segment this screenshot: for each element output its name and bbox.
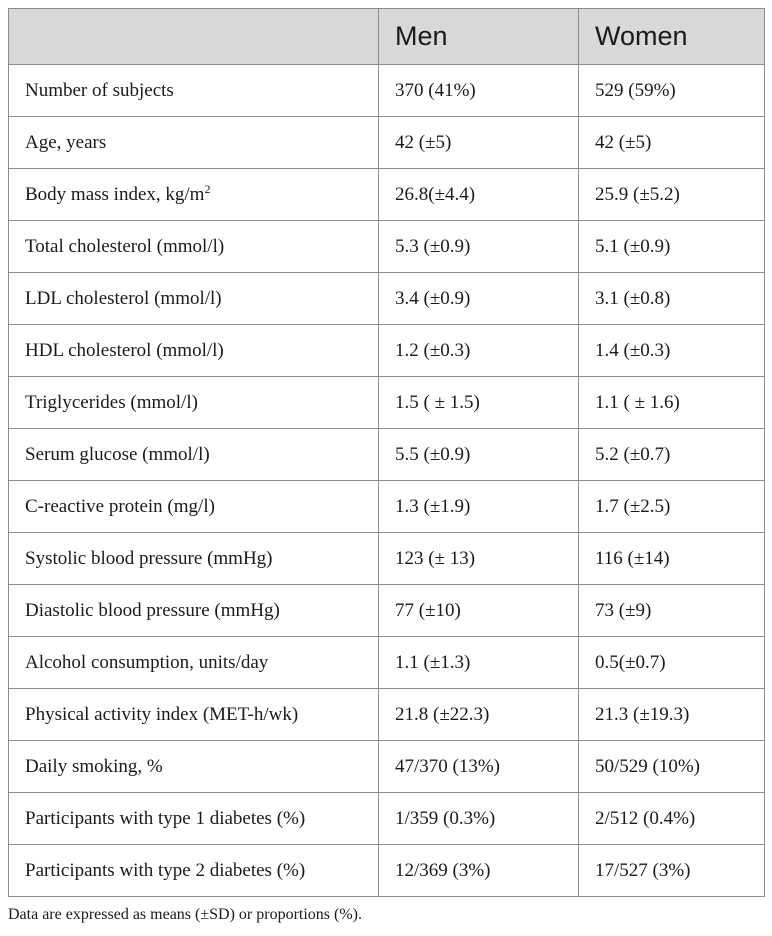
row-label-cell: Diastolic blood pressure (mmHg) — [8, 584, 379, 637]
row-label: LDL cholesterol (mmol/l) — [25, 287, 222, 309]
table-row: Body mass index, kg/m2 26.8(±4.4) 25.9 (±5… — [8, 168, 765, 221]
women-value-cell: 73 (±9) — [578, 584, 765, 637]
row-label-cell: C-reactive protein (mg/l) — [8, 480, 379, 533]
row-label: HDL cholesterol (mmol/l) — [25, 339, 224, 361]
row-label: Participants with type 1 diabetes (%) — [25, 807, 306, 829]
men-value-cell: 5.3 (±0.9) — [378, 220, 579, 273]
header-cell-men: Men — [378, 8, 579, 65]
men-value-cell: 77 (±10) — [378, 584, 579, 637]
men-value-cell: 3.4 (±0.9) — [378, 272, 579, 325]
table-row: Total cholesterol (mmol/l) 5.3 (±0.9) 5.1 … — [8, 220, 765, 273]
men-value-cell: 12/369 (3%) — [378, 844, 579, 897]
table-row: HDL cholesterol (mmol/l) 1.2 (±0.3) 1.4 (±… — [8, 324, 765, 377]
header-cell-empty — [8, 8, 379, 65]
row-label-cell: Alcohol consumption, units/day — [8, 636, 379, 689]
table-row: Participants with type 1 diabetes (%) 1/3… — [8, 792, 765, 845]
women-value-cell: 0.5(±0.7) — [578, 636, 765, 689]
row-label: Diastolic blood pressure (mmHg) — [25, 599, 280, 621]
row-label: Triglycerides (mmol/l) — [25, 391, 198, 413]
table-body: Number of subjects 370 (41%) 529 (59%) Age,… — [8, 64, 765, 897]
table-footnote: Data are expressed as means (±SD) or pro… — [8, 906, 362, 923]
row-label: Number of subjects — [25, 79, 174, 101]
row-label-cell: Physical activity index (MET-h/wk) — [8, 688, 379, 741]
women-value-cell: 5.2 (±0.7) — [578, 428, 765, 481]
row-label-cell: Daily smoking, % — [8, 740, 379, 793]
row-label-cell: LDL cholesterol (mmol/l) — [8, 272, 379, 325]
row-label: Daily smoking, % — [25, 755, 163, 777]
row-label-cell: Number of subjects — [8, 64, 379, 117]
row-label-cell: Total cholesterol (mmol/l) — [8, 220, 379, 273]
table-row: Participants with type 2 diabetes (%) 12/… — [8, 844, 765, 897]
baseline-characteristics-table-wrapper: Men Women Number of subjects 370 (41%) 529… — [8, 8, 765, 897]
women-value-cell: 50/529 (10%) — [578, 740, 765, 793]
row-label: C-reactive protein (mg/l) — [25, 495, 215, 517]
men-value-cell: 123 (± 13) — [378, 532, 579, 585]
header-row: Men Women — [8, 8, 765, 65]
row-label-cell: Participants with type 1 diabetes (%) — [8, 792, 379, 845]
row-label: Physical activity index (MET-h/wk) — [25, 703, 299, 725]
men-value-cell: 1.2 (±0.3) — [378, 324, 579, 377]
men-value-cell: 370 (41%) — [378, 64, 579, 117]
row-label-cell: Body mass index, kg/m2 — [8, 168, 379, 221]
women-value-cell: 1.7 (±2.5) — [578, 480, 765, 533]
women-value-cell: 21.3 (±19.3) — [578, 688, 765, 741]
row-label-cell: Systolic blood pressure (mmHg) — [8, 532, 379, 585]
row-label: Age, years — [25, 131, 107, 153]
table-row: LDL cholesterol (mmol/l) 3.4 (±0.9) 3.1 (±… — [8, 272, 765, 325]
men-value-cell: 1.1 (±1.3) — [378, 636, 579, 689]
men-value-cell: 1.5 ( ± 1.5) — [378, 376, 579, 429]
men-value-cell: 1/359 (0.3%) — [378, 792, 579, 845]
row-label-cell: Participants with type 2 diabetes (%) — [8, 844, 379, 897]
row-label-cell: HDL cholesterol (mmol/l) — [8, 324, 379, 377]
table-row: Systolic blood pressure (mmHg) 123 (± 13)… — [8, 532, 765, 585]
women-value-cell: 25.9 (±5.2) — [578, 168, 765, 221]
table-row: Triglycerides (mmol/l) 1.5 ( ± 1.5) 1.1 ( … — [8, 376, 765, 429]
row-label-cell: Triglycerides (mmol/l) — [8, 376, 379, 429]
table-row: C-reactive protein (mg/l) 1.3 (±1.9) 1.7 (… — [8, 480, 765, 533]
women-value-cell: 529 (59%) — [578, 64, 765, 117]
table-row: Daily smoking, % 47/370 (13%) 50/529 (10%) — [8, 740, 765, 793]
table-row: Age, years 42 (±5) 42 (±5) — [8, 116, 765, 169]
row-label-cell: Age, years — [8, 116, 379, 169]
row-label: Alcohol consumption, units/day — [25, 651, 269, 673]
row-label-cell: Serum glucose (mmol/l) — [8, 428, 379, 481]
baseline-characteristics-table: Men Women Number of subjects 370 (41%) 529… — [8, 8, 765, 897]
table-row: Number of subjects 370 (41%) 529 (59%) — [8, 64, 765, 117]
men-value-cell: 1.3 (±1.9) — [378, 480, 579, 533]
row-label: Serum glucose (mmol/l) — [25, 443, 210, 465]
men-value-cell: 42 (±5) — [378, 116, 579, 169]
table-row: Serum glucose (mmol/l) 5.5 (±0.9) 5.2 (±0.… — [8, 428, 765, 481]
row-label-superscript: 2 — [204, 181, 211, 196]
women-value-cell: 1.4 (±0.3) — [578, 324, 765, 377]
table-row: Diastolic blood pressure (mmHg) 77 (±10) 7… — [8, 584, 765, 637]
men-value-cell: 47/370 (13%) — [378, 740, 579, 793]
men-value-cell: 26.8(±4.4) — [378, 168, 579, 221]
women-value-cell: 2/512 (0.4%) — [578, 792, 765, 845]
table-row: Alcohol consumption, units/day 1.1 (±1.3)… — [8, 636, 765, 689]
header-cell-women: Women — [578, 8, 765, 65]
row-label: Systolic blood pressure (mmHg) — [25, 547, 273, 569]
women-value-cell: 17/527 (3%) — [578, 844, 765, 897]
row-label: Participants with type 2 diabetes (%) — [25, 859, 306, 881]
row-label: Body mass index, kg/m — [25, 183, 205, 205]
table-row: Physical activity index (MET-h/wk) 21.8 (… — [8, 688, 765, 741]
women-value-cell: 5.1 (±0.9) — [578, 220, 765, 273]
men-value-cell: 21.8 (±22.3) — [378, 688, 579, 741]
women-value-cell: 1.1 ( ± 1.6) — [578, 376, 765, 429]
row-label: Total cholesterol (mmol/l) — [25, 235, 225, 257]
men-value-cell: 5.5 (±0.9) — [378, 428, 579, 481]
women-value-cell: 42 (±5) — [578, 116, 765, 169]
women-value-cell: 116 (±14) — [578, 532, 765, 585]
women-value-cell: 3.1 (±0.8) — [578, 272, 765, 325]
